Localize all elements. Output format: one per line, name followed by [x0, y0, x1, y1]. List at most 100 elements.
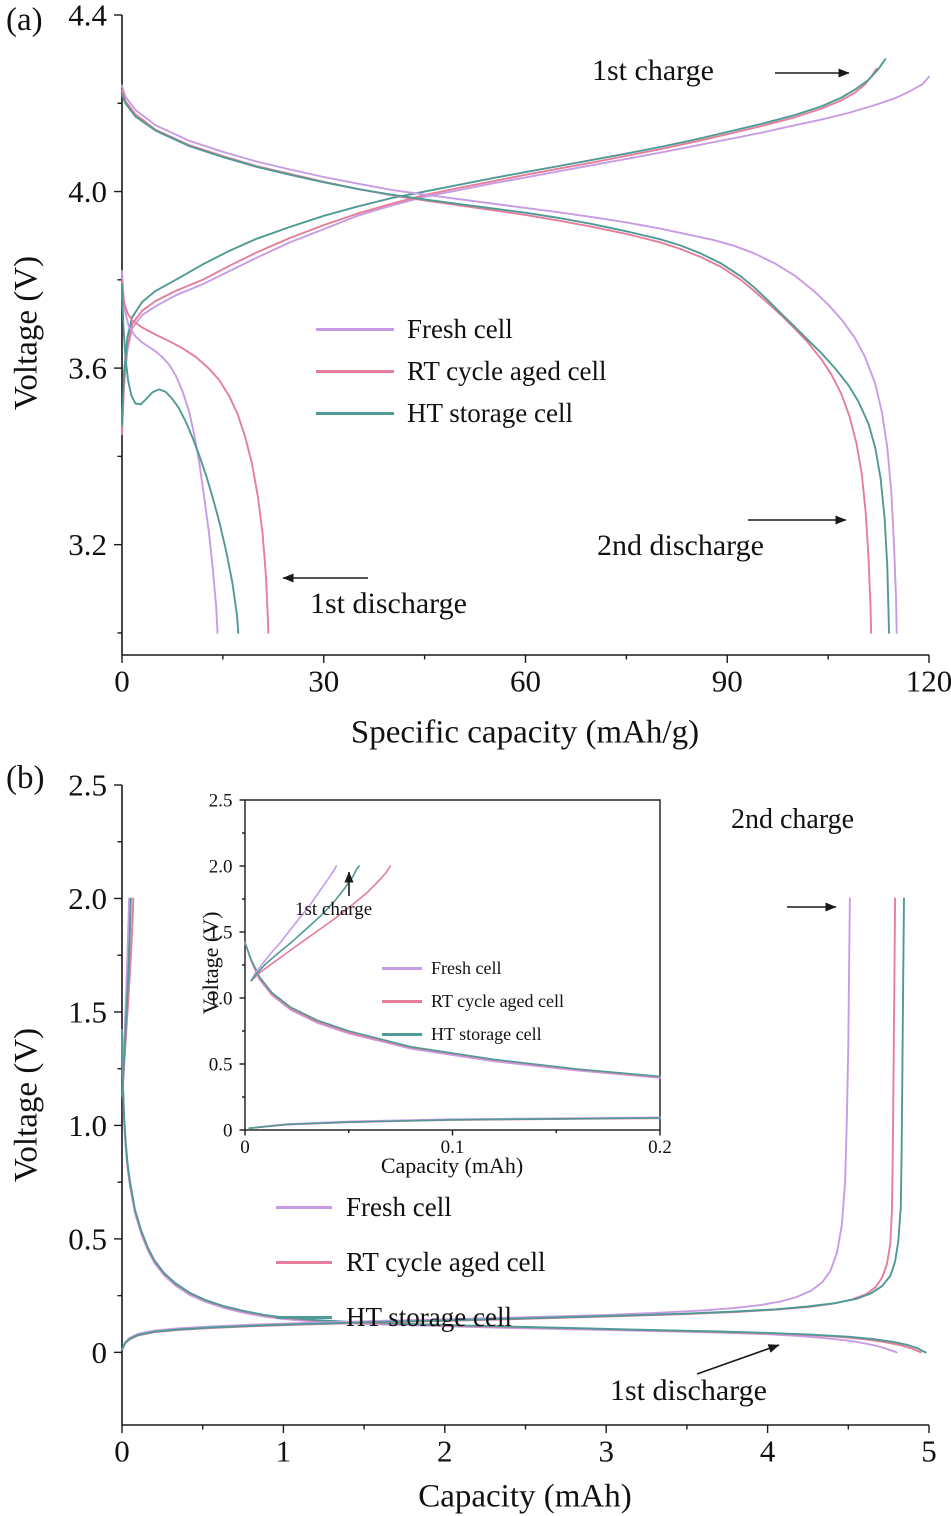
- panel-b: 0 1 2 3 4 5 0 0.5 1.0 1.5 2.0 2.5 0 0.1 0.2 0 0.5 1.0 1.5 2…: [0, 756, 951, 1516]
- x-tick-label: 120: [906, 664, 951, 699]
- x-tick-label: 5: [921, 1434, 937, 1469]
- curve-ht-2nd-discharge: [121, 93, 890, 634]
- legend-item-fresh: Fresh cell: [316, 308, 607, 350]
- y-tick-label: 1.5: [209, 922, 233, 943]
- legend-item-rt: RT cycle aged cell: [276, 1235, 546, 1290]
- inset-annotation-first-charge: 1st charge: [295, 899, 373, 920]
- panel_a-plot-area: 0 30 60 90 120 3.2 3.6 4.0 4.4: [68, 0, 951, 699]
- legend-item-fresh: Fresh cell: [276, 1180, 546, 1235]
- legend-label-fresh: Fresh cell: [346, 1192, 452, 1222]
- panel-b-canvas: 0 1 2 3 4 5 0 0.5 1.0 1.5 2.0 2.5 0 0.1 0.2 0 0.5 1.0 1.5 2…: [68, 768, 937, 1469]
- curve-fresh-1st-charge: [250, 865, 338, 982]
- fresh-line-swatch-icon: [382, 967, 422, 970]
- x-tick-label: 30: [308, 664, 339, 699]
- inset-legend: Fresh cell RT cycle aged cell HT storage…: [382, 952, 564, 1051]
- y-tick-label: 0: [92, 1335, 108, 1370]
- annotation-second-discharge: 2nd discharge: [597, 529, 764, 562]
- panel-a: 0 30 60 90 120 3.2 3.6 4.0 4.4 (a) Specific capa…: [0, 0, 951, 756]
- x-tick-label: 90: [712, 664, 743, 699]
- x-tick-label: 0.1: [441, 1137, 465, 1158]
- y-tick-label: 1.5: [68, 994, 107, 1029]
- legend-label-rt: RT cycle aged cell: [346, 1247, 546, 1277]
- x-tick-label: 2: [437, 1434, 453, 1469]
- legend-label-ht: HT storage cell: [431, 1024, 542, 1044]
- x-tick-label: 4: [760, 1434, 776, 1469]
- panel-b-x-axis-title: Capacity (mAh): [418, 1478, 632, 1515]
- inset-x-axis-title: Capacity (mAh): [380, 1153, 524, 1178]
- y-tick-label: 2.0: [209, 856, 233, 877]
- x-tick-label: 0: [240, 1137, 250, 1158]
- ht-line-swatch-icon: [316, 411, 394, 415]
- curve-fresh-2nd-discharge: [121, 84, 898, 634]
- y-tick-label: 2.5: [68, 768, 107, 803]
- x-tick-label: 3: [598, 1434, 614, 1469]
- x-tick-label: 60: [510, 664, 541, 699]
- y-tick-label: 1.0: [209, 988, 233, 1009]
- panel-a-x-axis-title: Specific capacity (mAh/g): [350, 714, 700, 751]
- legend-label-fresh: Fresh cell: [431, 958, 502, 978]
- curve-ht-1st-discharge: [121, 283, 240, 634]
- fresh-line-swatch-icon: [276, 1206, 332, 1209]
- curve-ht-1st-discharge: [244, 941, 661, 1078]
- annotation-second-charge: 2nd charge: [731, 804, 855, 835]
- y-tick-label: 3.6: [68, 351, 107, 386]
- ht-line-swatch-icon: [276, 1316, 332, 1319]
- curve-ht-1st-charge: [121, 58, 887, 427]
- x-tick-label: 0: [114, 1434, 130, 1469]
- fresh-line-swatch-icon: [316, 327, 394, 331]
- rt-line-swatch-icon: [382, 1000, 422, 1003]
- rt-line-swatch-icon: [276, 1261, 332, 1264]
- legend-label-ht: HT storage cell: [346, 1302, 512, 1332]
- y-tick-label: 2.0: [68, 881, 107, 916]
- panel-a-y-axis-title: Voltage (V): [8, 255, 45, 411]
- inset-plot-area: 0 0.1 0.2 0 0.5 1.0 1.5 2.0 2.5: [209, 790, 672, 1158]
- y-tick-label: 2.5: [209, 790, 233, 811]
- x-tick-label: 1: [276, 1434, 292, 1469]
- curve-fresh-1st-charge: [121, 75, 930, 431]
- inset-y-axis-title: Voltage (V): [198, 911, 223, 1015]
- curve-rt-1st-discharge: [121, 278, 270, 634]
- y-tick-label: 1.0: [68, 1108, 107, 1143]
- y-tick-label: 0: [223, 1120, 233, 1141]
- panel-b-label: (b): [6, 760, 45, 796]
- panel_b-plot-area: 0 1 2 3 4 5 0 0.5 1.0 1.5 2.0 2.5: [68, 768, 937, 1469]
- curve-ht-1st-discharge: [121, 1029, 927, 1354]
- ht-line-swatch-icon: [382, 1033, 422, 1036]
- legend-label-rt: RT cycle aged cell: [407, 355, 607, 386]
- annotation-first-discharge: 1st discharge: [310, 587, 467, 620]
- panel-b-legend: Fresh cell RT cycle aged cell HT storage…: [276, 1180, 546, 1345]
- y-tick-label: 0.5: [209, 1054, 233, 1075]
- curve-ht-2nd-charge: [121, 897, 905, 1351]
- legend-item-ht: HT storage cell: [276, 1290, 546, 1345]
- panel-a-canvas: 0 30 60 90 120 3.2 3.6 4.0 4.4: [68, 0, 951, 699]
- rt-line-swatch-icon: [316, 369, 394, 373]
- legend-label-rt: RT cycle aged cell: [431, 991, 565, 1011]
- legend-item-ht: HT storage cell: [316, 392, 607, 434]
- panel-a-label: (a): [6, 2, 43, 38]
- curve-rt-1st-charge: [121, 67, 878, 436]
- curve-fresh-1st-discharge: [121, 270, 219, 634]
- y-tick-label: 3.2: [68, 527, 107, 562]
- annotation-first-discharge-b: 1st discharge: [610, 1374, 767, 1407]
- legend-label-fresh: Fresh cell: [407, 313, 513, 344]
- legend-item-rt: RT cycle aged cell: [316, 350, 607, 392]
- curve-fresh-1st-discharge: [244, 941, 661, 1079]
- first-discharge-arrow-b: [696, 1344, 780, 1375]
- y-tick-label: 0.5: [68, 1221, 107, 1256]
- curve-ht-1st-charge: [250, 865, 360, 982]
- panel-a-legend: Fresh cell RT cycle aged cell HT storage…: [316, 308, 607, 434]
- y-tick-label: 4.0: [68, 174, 107, 209]
- curve-fresh-2nd-charge: [121, 897, 851, 1350]
- panel-b-y-axis-title: Voltage (V): [8, 1027, 45, 1183]
- legend-item-ht: HT storage cell: [382, 1018, 564, 1051]
- legend-label-ht: HT storage cell: [407, 397, 573, 428]
- legend-item-rt: RT cycle aged cell: [382, 985, 564, 1018]
- annotation-first-charge: 1st charge: [592, 54, 714, 87]
- y-tick-label: 4.4: [68, 0, 107, 33]
- curve-ht-1st-charge: [121, 897, 132, 1097]
- x-tick-label: 0.2: [648, 1137, 672, 1158]
- legend-item-fresh: Fresh cell: [382, 952, 564, 985]
- curve-rt-1st-charge: [250, 865, 392, 982]
- curve-rt-1st-discharge: [244, 941, 661, 1078]
